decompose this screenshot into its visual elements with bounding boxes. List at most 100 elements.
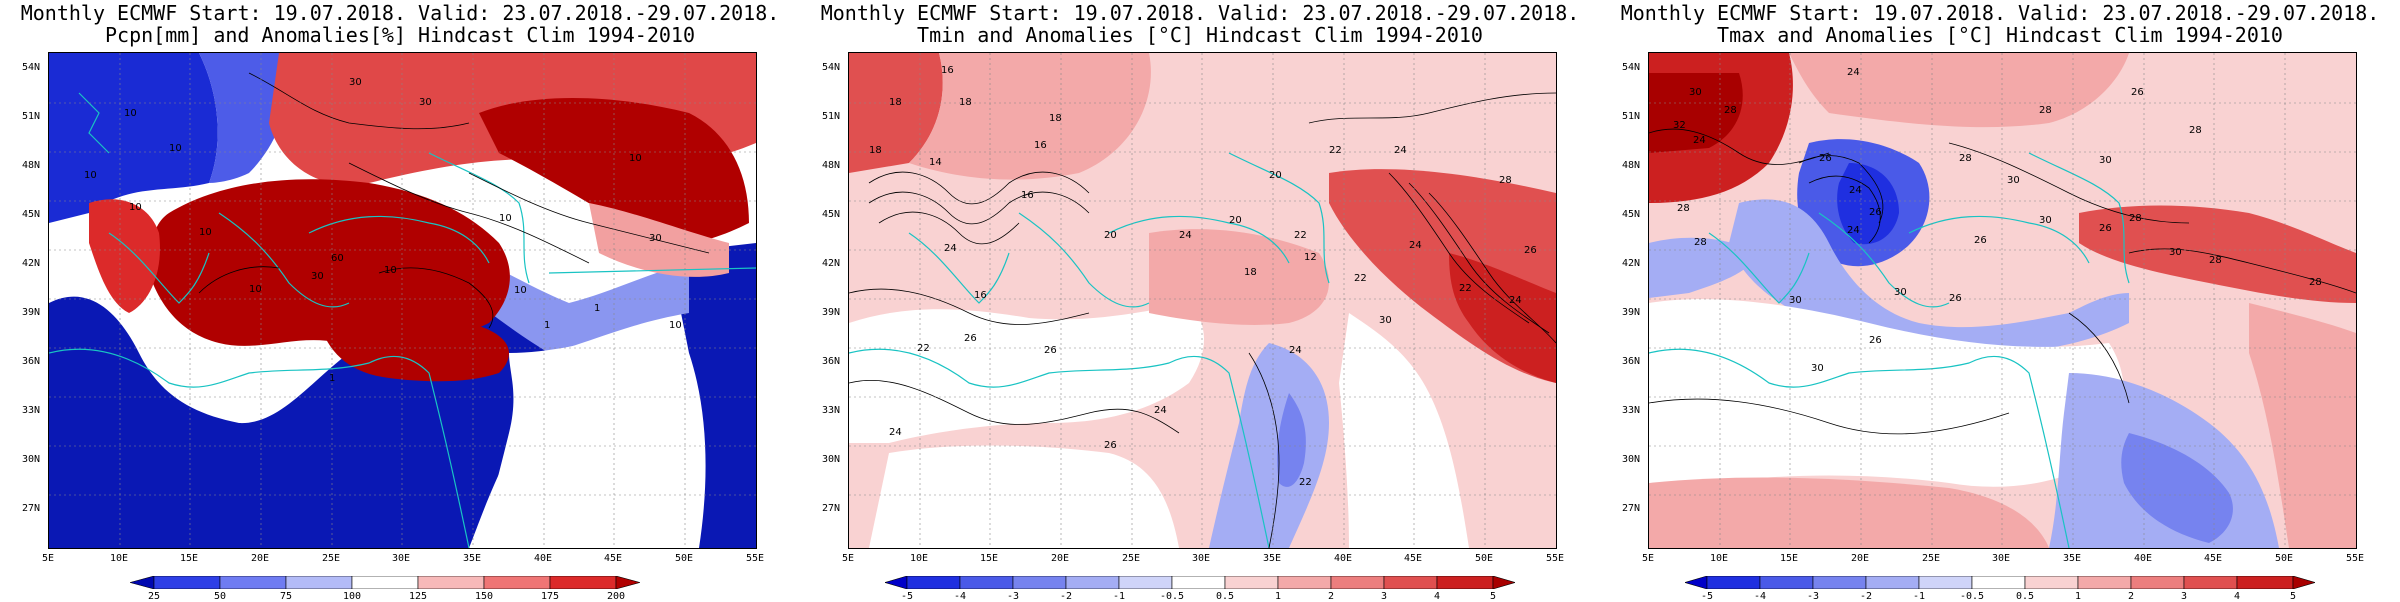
colorbar-arrow-right xyxy=(1492,576,1515,589)
colorbar-tick: 25 xyxy=(147,591,161,602)
contour-label: 26 xyxy=(2131,87,2144,98)
tmin-colorbar xyxy=(885,576,1515,589)
contour-label: 28 xyxy=(1724,105,1737,116)
contour-label: 22 xyxy=(1354,273,1367,284)
colorbar-segment xyxy=(1012,576,1067,589)
contour-label: 24 xyxy=(1409,240,1422,251)
anomaly-area-cool-east-deep xyxy=(1277,393,1306,487)
contour-label: 30 xyxy=(2169,247,2182,258)
lat-label: 36N xyxy=(1621,356,1640,367)
panel-precipitation: Monthly ECMWF Start: 19.07.2018. Valid: … xyxy=(0,0,800,602)
colorbar-tick: 175 xyxy=(540,591,560,602)
lon-label: 30E xyxy=(1991,553,2011,564)
colorbar-arrow-left xyxy=(130,576,155,589)
panel-tmin: Monthly ECMWF Start: 19.07.2018. Valid: … xyxy=(800,0,1600,602)
contour-label: 28 xyxy=(2129,213,2142,224)
lat-label: 54N xyxy=(821,62,840,73)
colorbar-segment xyxy=(1171,576,1226,589)
lat-label: 39N xyxy=(821,307,840,318)
contour-label: 26 xyxy=(1819,153,1832,164)
contour-label: 10 xyxy=(499,213,512,224)
contour-label: 18 xyxy=(889,97,902,108)
contour-label: 30 xyxy=(419,97,432,108)
lon-label: 45E xyxy=(603,553,623,564)
contour-labels: 24 30 28 26 32 28 24 28 30 30 28 26 24 2… xyxy=(1673,67,2322,374)
colorbar-tick: -5 xyxy=(900,591,914,602)
lat-label: 30N xyxy=(821,454,840,465)
contour-label: 30 xyxy=(1789,295,1802,306)
contour-layer xyxy=(1649,128,2356,435)
contour-label: 60 xyxy=(331,253,344,264)
anomaly-area-dry-west-2 xyxy=(199,53,288,183)
contour-label: 1 xyxy=(544,320,550,331)
contour-label: 18 xyxy=(1049,113,1062,124)
contour-label: 26 xyxy=(1524,245,1537,256)
lat-label: 54N xyxy=(21,62,40,73)
colorbar-segment xyxy=(2183,576,2238,589)
lat-label: 45N xyxy=(821,209,840,220)
lat-label: 48N xyxy=(1621,160,1640,171)
coastline-layer xyxy=(1649,152,2130,548)
anomaly-area-white-east xyxy=(1339,313,1469,548)
contour-label: 24 xyxy=(1179,230,1192,241)
colorbar-segment xyxy=(1706,576,1761,589)
lat-label: 27N xyxy=(821,503,840,514)
lon-label: 25E xyxy=(321,553,341,564)
colorbar-tick: -0.5 xyxy=(1159,591,1185,602)
anomaly-area-white-east xyxy=(479,333,693,548)
contour-label: 30 xyxy=(1379,315,1392,326)
contour-label: 24 xyxy=(1847,67,1860,78)
panel-title-line1: Monthly ECMWF Start: 19.07.2018. Valid: … xyxy=(20,1,780,25)
anomaly-area-dry-west xyxy=(49,53,218,223)
colorbar-segment xyxy=(285,576,353,589)
colorbar-tick: -3 xyxy=(1006,591,1020,602)
colorbar-tick: 200 xyxy=(606,591,626,602)
contour-label: 30 xyxy=(1894,287,1907,298)
contour-label: 24 xyxy=(1289,345,1302,356)
anomaly-area-white-south xyxy=(1649,299,2124,487)
anomaly-area-warm-northwest xyxy=(849,53,943,173)
lat-label: 42N xyxy=(821,258,840,269)
contour-label: 28 xyxy=(2309,277,2322,288)
panel-title-line2: Tmax and Anomalies [°C] Hindcast Clim 19… xyxy=(1717,23,2283,47)
colorbar-arrow-right xyxy=(2292,576,2315,589)
anomaly-area-warm-west xyxy=(909,53,1151,180)
contour-label: 10 xyxy=(629,153,642,164)
contour-label: 26 xyxy=(964,333,977,344)
anomaly-area-cool-east xyxy=(1209,343,1329,548)
anomaly-area-warm-north xyxy=(1789,53,2129,128)
lon-label: 45E xyxy=(1403,553,1423,564)
contour-label: 24 xyxy=(1509,295,1522,306)
colorbar-tick: -2 xyxy=(1859,591,1873,602)
contour-label: 30 xyxy=(2099,155,2112,166)
precipitation-map-svg: 30 10 30 10 10 10 10 30 10 60 30 10 10 1… xyxy=(49,53,756,548)
contour-label: 28 xyxy=(2189,125,2202,136)
contour-label: 20 xyxy=(1269,170,1282,181)
contour-label: 22 xyxy=(1299,477,1312,488)
lon-label: 10E xyxy=(109,553,129,564)
precipitation-colorbar xyxy=(130,576,640,589)
lon-label: 10E xyxy=(1709,553,1729,564)
anomaly-area-wet-northeast xyxy=(479,98,749,244)
contour-label: 26 xyxy=(1869,207,1882,218)
contour-label: 16 xyxy=(941,65,954,76)
contour-label: 1 xyxy=(329,373,335,384)
precipitation-map: 30 10 30 10 10 10 10 30 10 60 30 10 10 1… xyxy=(48,52,757,549)
lat-label: 36N xyxy=(21,356,40,367)
colorbar-tick: -4 xyxy=(953,591,967,602)
contour-label: 28 xyxy=(1694,237,1707,248)
contour-label: 16 xyxy=(974,290,987,301)
colorbar-segment xyxy=(2077,576,2132,589)
colorbar-tick: 75 xyxy=(279,591,293,602)
lon-label: 15E xyxy=(1779,553,1799,564)
colorbar-tick: 0.5 xyxy=(1215,591,1235,602)
lon-label: 15E xyxy=(979,553,999,564)
anomaly-area-cool-arabia-core xyxy=(2121,433,2233,543)
colorbar-tick: 3 xyxy=(2180,591,2188,602)
contour-labels: 30 10 30 10 10 10 10 30 10 60 30 10 10 1… xyxy=(84,77,682,384)
colorbar-tick: 5 xyxy=(1489,591,1497,602)
lat-label: 42N xyxy=(1621,258,1640,269)
tmax-map: 24 30 28 26 32 28 24 28 30 30 28 26 24 2… xyxy=(1648,52,2357,549)
contour-layer xyxy=(198,72,710,329)
contour-label: 26 xyxy=(1949,293,1962,304)
